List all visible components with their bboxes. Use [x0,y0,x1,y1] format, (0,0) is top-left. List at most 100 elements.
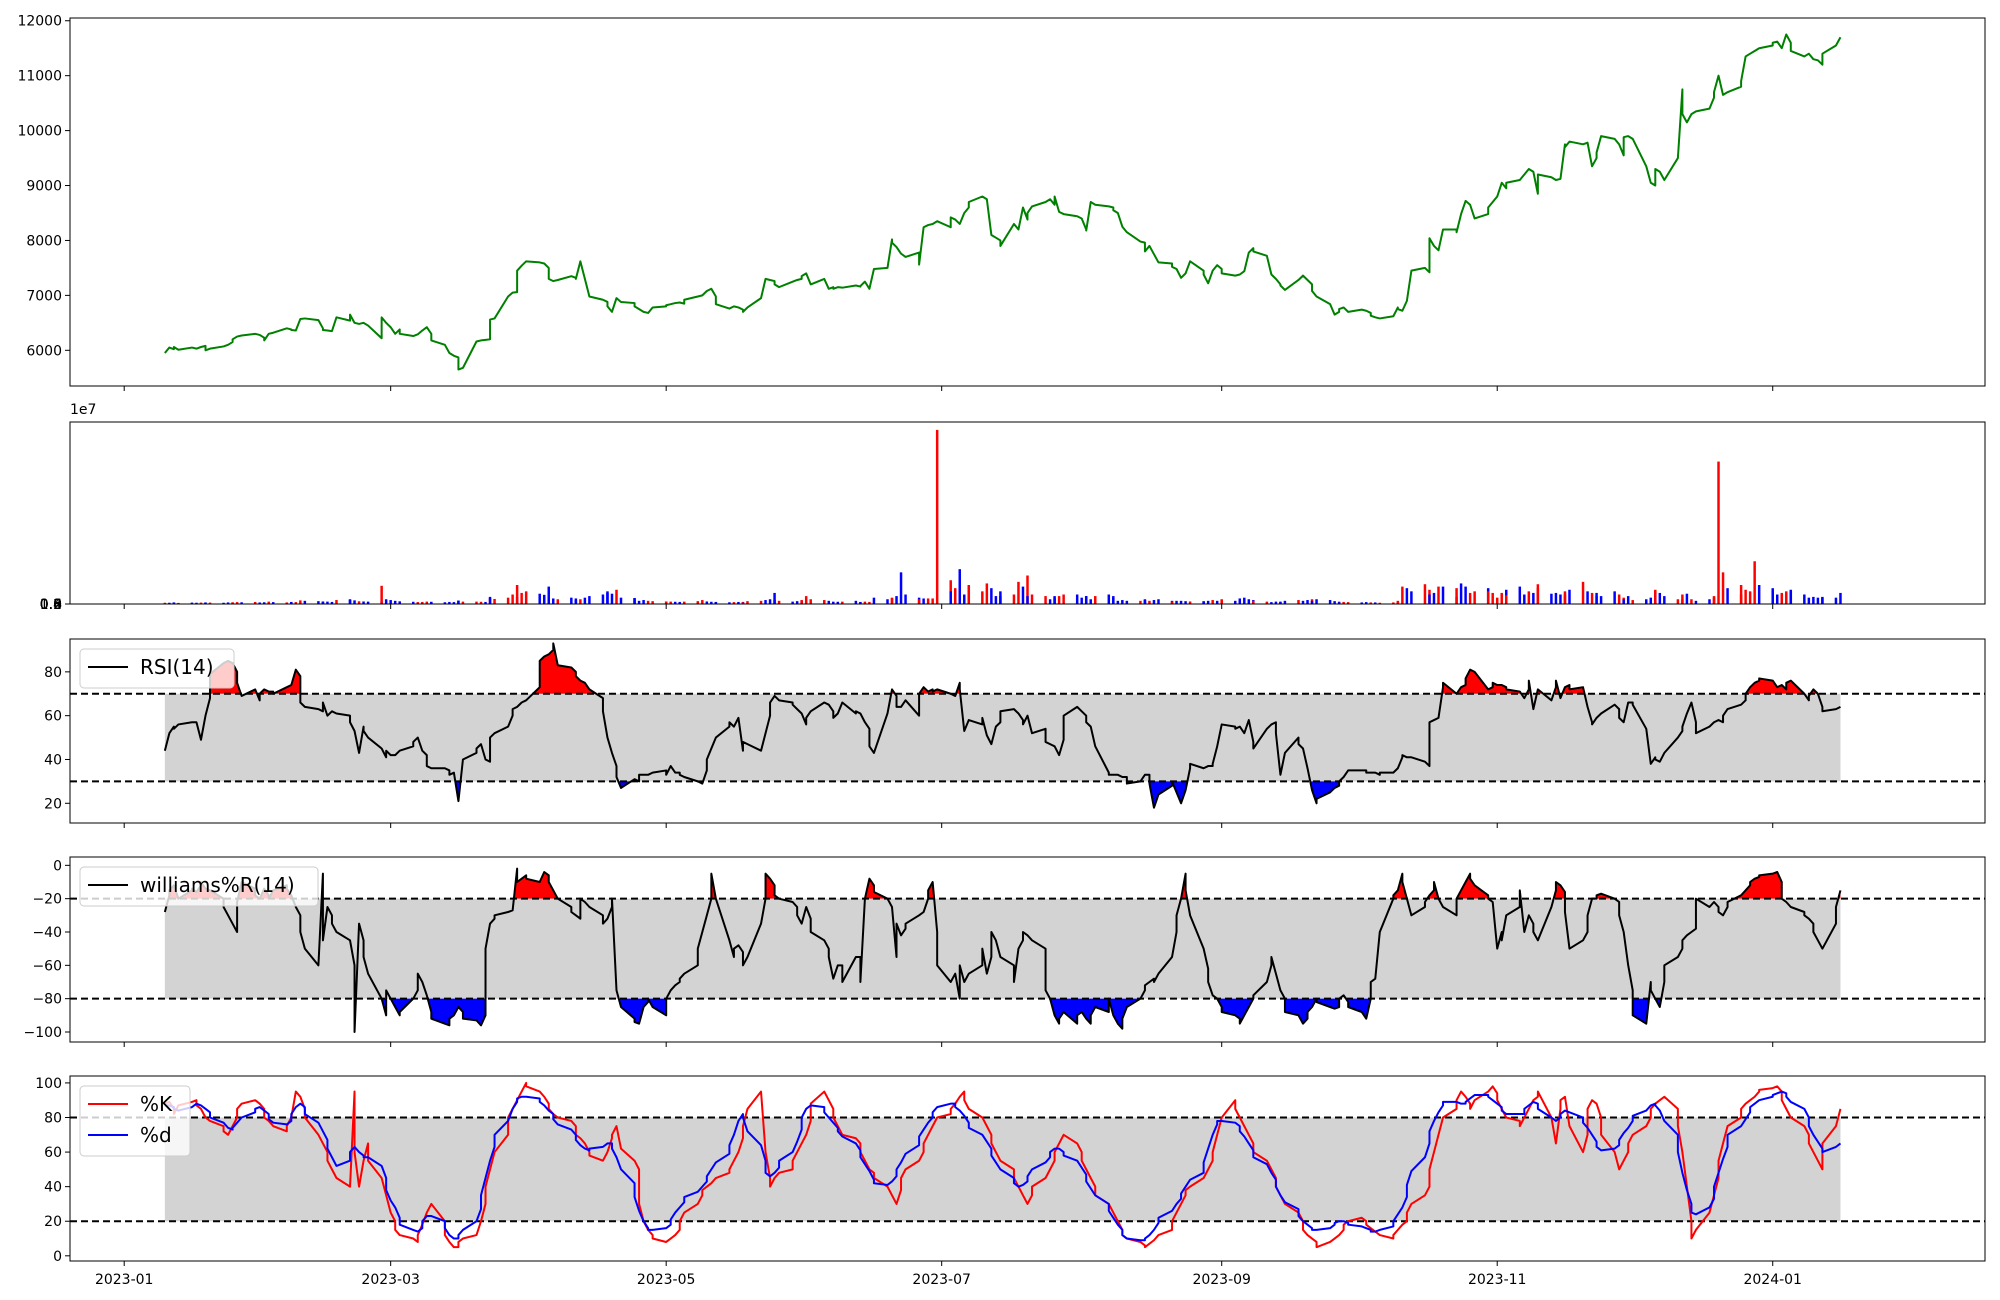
volume-bar [1685,593,1689,604]
volume-bar [705,601,709,604]
volume-bar [1789,589,1793,604]
volume-bar [728,602,731,604]
volume-bar [1464,586,1467,604]
volume-bar [199,602,203,604]
volume-bar [701,600,704,604]
volume-bar [1274,601,1278,604]
volume-bar [710,601,713,604]
volume-bar [262,602,266,604]
volume-bar [746,601,749,604]
volume-bar [348,599,352,604]
volume-bar [1184,601,1187,604]
volume-bar [1563,594,1567,604]
volume-bar [430,602,433,604]
volume-bar [1721,572,1725,604]
volume-bars [163,429,1842,604]
volume-bar [294,602,298,604]
overbought-fill [1734,872,1782,899]
volume-bar [1030,594,1034,604]
volume-bar [832,601,835,604]
volume-bar [547,596,550,604]
volume-bar [1337,602,1341,604]
volume-bar [804,596,808,604]
volume-bar [841,601,844,604]
volume-bar [1247,599,1251,604]
volume-bar [240,602,243,604]
plot-frame [69,421,1986,605]
volume-bar [963,594,966,604]
volume-bar [777,600,781,604]
legend: RSI(14) [79,648,235,689]
volume-bar [601,594,605,604]
legend-label: %K [140,1092,173,1116]
volume-bar [1238,598,1242,604]
volume-bar [1816,597,1820,604]
volume-bar [511,594,514,604]
y-tick-label: 20 [44,1214,62,1230]
volume-bar [272,602,275,604]
volume-bar [1536,584,1540,604]
volume-bar [1211,600,1214,604]
volume-bar [1518,586,1522,604]
volume-bar [732,602,736,604]
volume-bar [931,598,934,604]
volume-bar [172,602,176,604]
volume-bar [443,602,447,604]
volume-bar [1753,561,1756,604]
volume-bar [321,601,325,604]
volume-bar [1179,600,1183,604]
volume-bar [1333,601,1336,604]
volume-bar [741,602,745,604]
volume-bar [764,600,767,604]
axis-offset-label: 1e7 [70,402,96,418]
volume-bar [935,429,939,604]
volume-bar [1554,592,1558,604]
volume-bar [1744,589,1747,604]
panel-volume: 1e7 0.00.20.40.60.81.0 [40,402,1986,613]
volume-bar [1663,596,1666,604]
volume-bar [958,569,961,604]
volume-bar [1505,595,1508,604]
volume-bar [542,594,546,604]
volume-bar [461,601,465,604]
volume-bar [981,591,984,604]
volume-bar [1094,596,1097,604]
volume-bar [235,602,239,604]
volume-bar [253,601,257,604]
volume-bar [1048,599,1052,604]
y-tick-label: 0.4 [40,597,62,613]
y-tick-label: 0.8 [40,597,62,613]
panel-williams: williams%R(14) 0 −20 −40 −60 −80 −100 [24,856,1986,1047]
volume-bar [1107,594,1111,604]
volume-bar [1075,594,1079,604]
volume-bar [1121,600,1124,604]
volume-bar [488,596,492,604]
volume-bar [1468,592,1472,604]
volume-bar [926,598,930,604]
volume-bar [493,598,496,604]
volume-bar [800,600,803,604]
volume-bar [895,596,898,604]
volume-bar [1437,586,1440,604]
volume-bar [1012,594,1016,604]
volume-bar [619,597,623,604]
legend: %K %d [79,1085,191,1157]
volume-bar [398,601,401,604]
volume-bar [985,583,989,604]
volume-bar [673,601,677,604]
volume-bar [1780,592,1783,604]
volume-bar [484,601,487,604]
volume-bar [1590,592,1594,604]
volume-bar [231,602,234,604]
volume-bar [1654,589,1657,604]
volume-bar [1360,602,1363,604]
volume-bar [1803,594,1806,604]
volume-bar [1143,600,1147,604]
y-tick-label: 0 [53,858,62,874]
volume-bar [1279,601,1282,604]
x-tick-label: 2023-03 [361,1272,420,1288]
volume-bar [195,602,198,604]
volume-bar [1495,597,1499,604]
y-tick-label: 40 [44,1180,62,1196]
volume-bar [389,600,392,604]
